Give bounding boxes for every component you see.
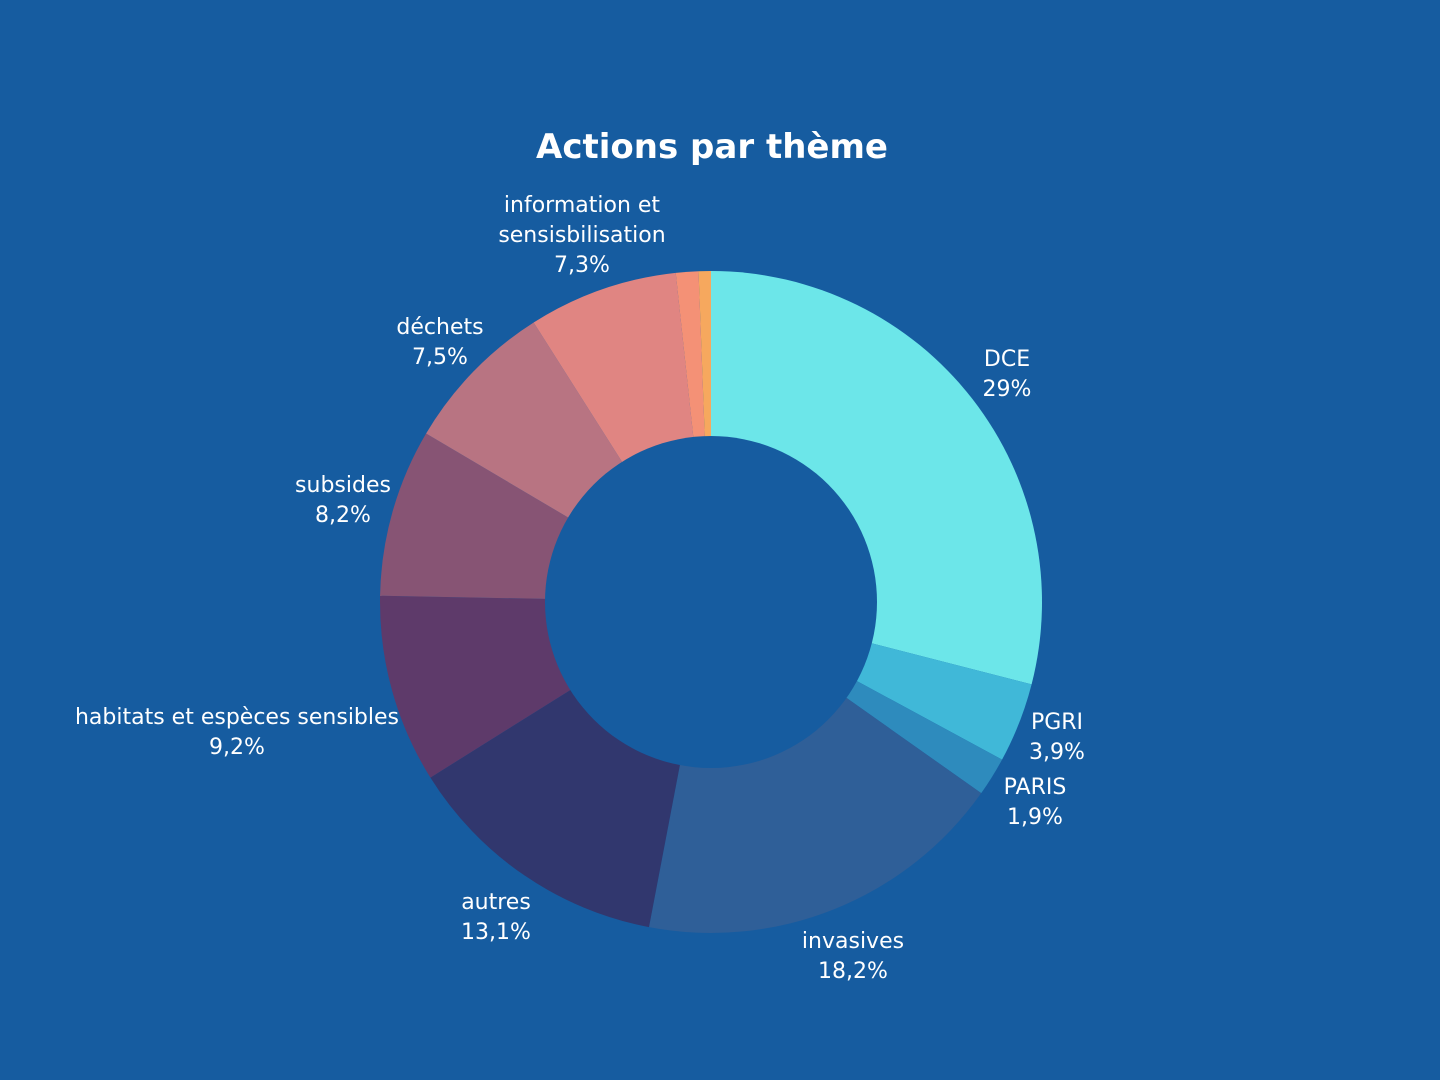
slice-name-label: information et xyxy=(504,193,661,218)
slice-label: autres 13,1% xyxy=(461,890,531,945)
slice-name-label: PARIS xyxy=(1004,775,1067,800)
slice-label: déchets 7,5% xyxy=(396,315,483,370)
slice-name-label: sensisbilisation xyxy=(498,223,665,248)
slice-value-label: 29% xyxy=(983,377,1032,402)
slice-value-label: 1,9% xyxy=(1007,805,1063,830)
chart-title: Actions par thème xyxy=(536,127,888,167)
slice-value-label: 9,2% xyxy=(209,735,265,760)
slice-value-label: 7,5% xyxy=(412,345,468,370)
slice-label: habitats et espèces sensibles 9,2% xyxy=(75,705,399,760)
slice-label: PGRI 3,9% xyxy=(1029,710,1085,765)
slice-name-label: subsides xyxy=(295,473,391,498)
slice-value-label: 7,3% xyxy=(554,253,610,278)
donut-hole xyxy=(545,436,877,768)
slice-value-label: 3,9% xyxy=(1029,740,1085,765)
slice-value-label: 13,1% xyxy=(461,920,531,945)
slice-label: information et sensisbilisation 7,3% xyxy=(498,193,665,278)
slice-label: PARIS 1,9% xyxy=(1004,775,1067,830)
slice-value-label: 18,2% xyxy=(818,959,888,984)
slice-name-label: DCE xyxy=(984,347,1030,372)
slice-value-label: 8,2% xyxy=(315,503,371,528)
slice-name-label: PGRI xyxy=(1031,710,1083,735)
slice-label: DCE 29% xyxy=(983,347,1032,402)
slice-name-label: déchets xyxy=(396,315,483,340)
slice-name-label: invasives xyxy=(802,929,904,954)
slice-label: invasives 18,2% xyxy=(802,929,904,984)
slice-name-label: autres xyxy=(461,890,531,915)
slice-label: subsides 8,2% xyxy=(295,473,391,528)
labels-group: DCE 29% PGRI 3,9% PARIS 1,9% invasives 18,2% aut… xyxy=(75,193,1085,984)
slice-name-label: habitats et espèces sensibles xyxy=(75,705,399,730)
